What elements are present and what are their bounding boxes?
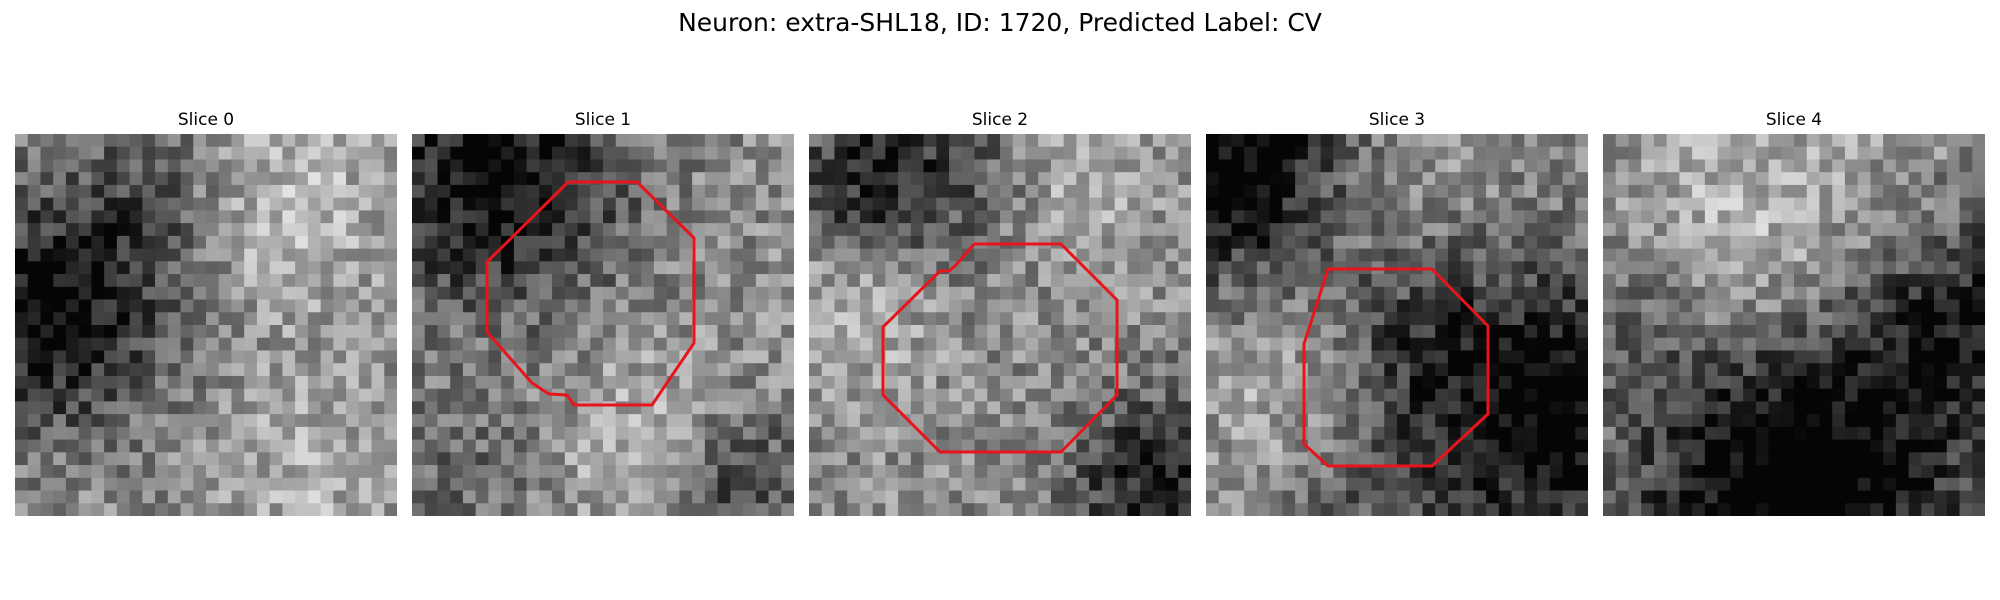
slice-image-4 [1603,134,1985,516]
slice-title-0: Slice 0 [177,110,235,130]
slice-title-3: Slice 3 [1368,110,1426,130]
slice-title-1: Slice 1 [574,110,632,130]
segmentation-contour-2 [881,242,1119,454]
slice-panel-2: Slice 2 [809,108,1191,520]
slice-image-2 [809,134,1191,516]
figure-title: Neuron: extra-SHL18, ID: 1720, Predicted… [678,8,1322,37]
slice-title-2: Slice 2 [971,110,1029,130]
slice-panel-1: Slice 1 [412,108,794,520]
slice-panel-4: Slice 4 [1603,108,1985,520]
segmentation-contour-1 [485,180,696,407]
slice-image-3 [1206,134,1588,516]
segmentation-contour-3 [1302,267,1490,468]
slice-panel-0: Slice 0 [15,108,397,520]
slice-image-0 [15,134,397,516]
slice-image-1 [412,134,794,516]
slice-title-4: Slice 4 [1765,110,1823,130]
slice-panel-3: Slice 3 [1206,108,1588,520]
